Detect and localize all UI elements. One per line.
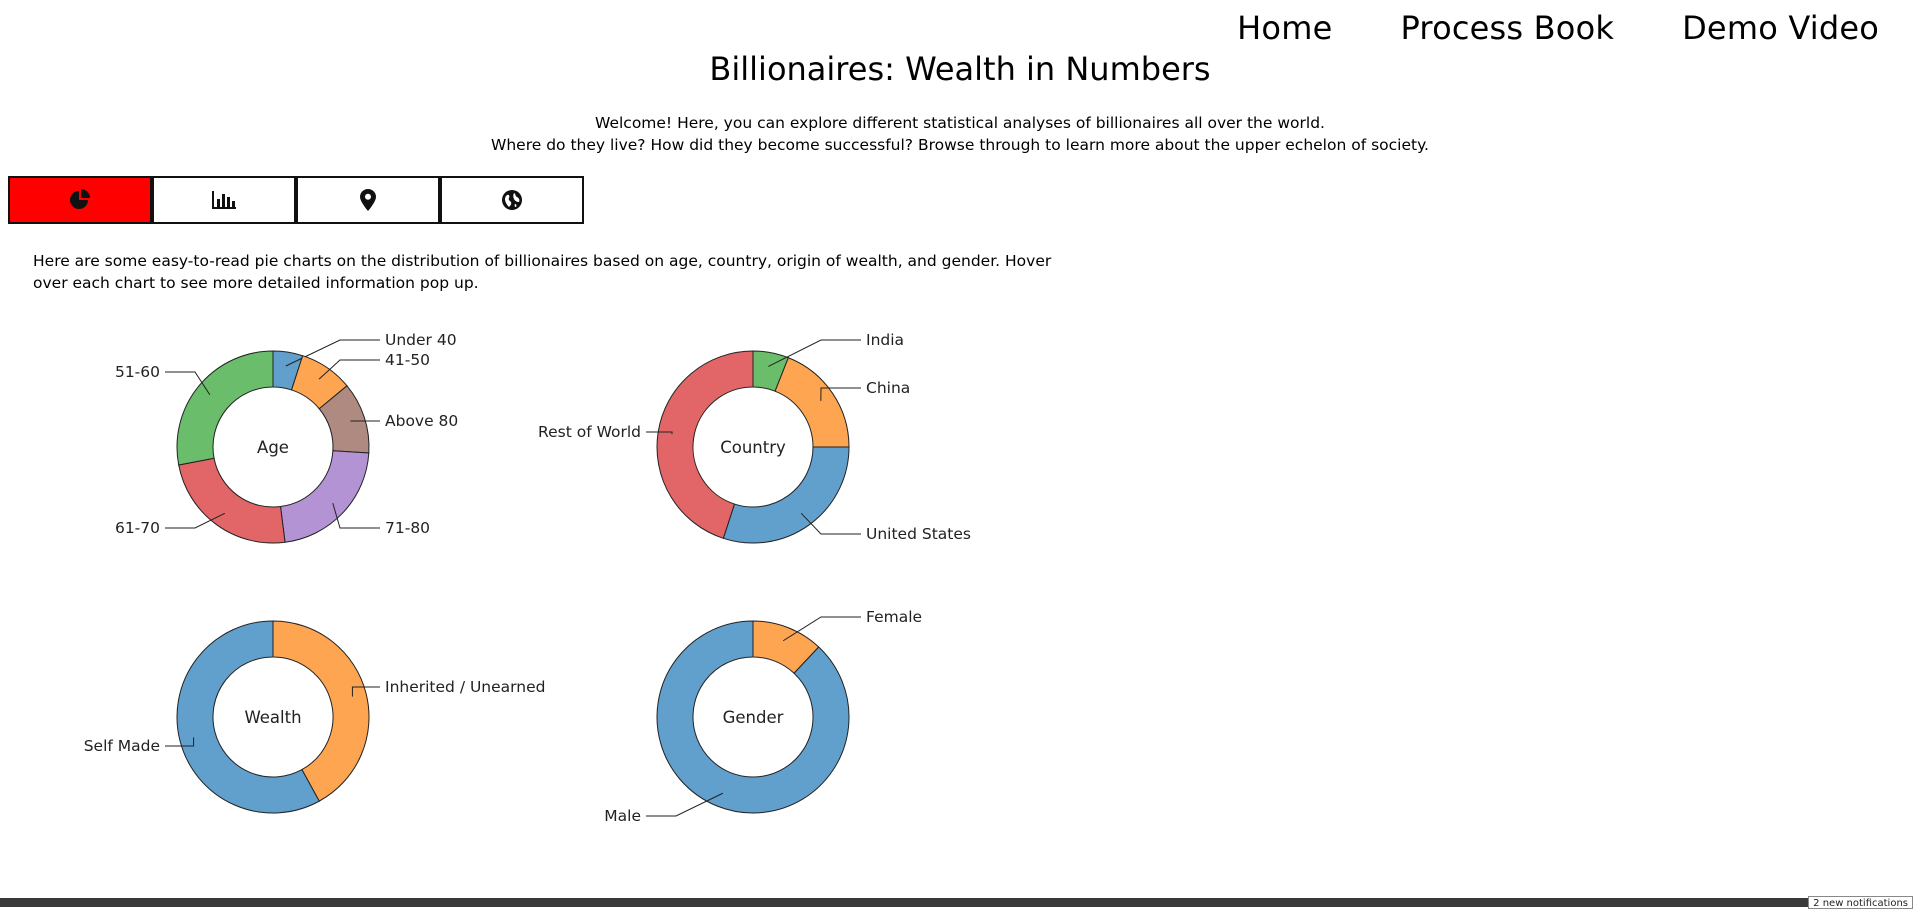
tab-bar-charts[interactable] <box>152 176 296 224</box>
leader-line-71-80 <box>332 502 380 529</box>
donut-chart-country[interactable]: India China United States Rest of World Coun… <box>538 331 971 544</box>
pie-slice-71-80[interactable] <box>279 450 370 543</box>
top-nav: Home Process Book Demo Video <box>1203 4 1913 52</box>
leader-line-united-states <box>800 512 861 535</box>
tab-pie-charts[interactable] <box>8 176 152 224</box>
center-label-age: Age <box>257 438 289 457</box>
bottom-bar <box>0 898 1913 907</box>
slice-label-united-states: United States <box>866 525 971 543</box>
intro-line-1: Welcome! Here, you can explore different… <box>595 114 1325 132</box>
leader-line-india <box>768 339 861 367</box>
leader-line-inherited-unearned <box>351 686 380 697</box>
slice-label-india: India <box>866 331 904 349</box>
slice-label-inherited-unearned: Inherited / Unearned <box>385 678 545 696</box>
notification-badge[interactable]: 2 new notifications <box>1808 896 1913 909</box>
pie-slice-inherited-unearned[interactable] <box>272 620 370 802</box>
pie-slice-united-states[interactable] <box>722 446 850 544</box>
tab-map[interactable] <box>296 176 440 224</box>
donut-chart-wealth[interactable]: Inherited / Unearned Self Made Wealth <box>84 620 546 814</box>
slice-label-rest-of-world: Rest of World <box>538 423 641 441</box>
leader-line-china <box>820 387 861 401</box>
leader-line-rest-of-world <box>646 431 673 435</box>
tab-globe[interactable] <box>440 176 584 224</box>
slice-label-41-50: 41-50 <box>385 351 430 369</box>
slice-label-china: China <box>866 379 910 397</box>
leader-line-41-50 <box>318 359 380 380</box>
pie-slice-self-made[interactable] <box>176 620 320 814</box>
donut-chart-gender[interactable]: Female Male Gender <box>604 608 922 825</box>
slice-label-above-80: Above 80 <box>385 412 458 430</box>
slice-label-under-40: Under 40 <box>385 331 457 349</box>
center-label-gender: Gender <box>723 708 784 727</box>
slice-label-male: Male <box>604 807 641 825</box>
leader-line-male <box>646 792 724 817</box>
slice-label-61-70: 61-70 <box>115 519 160 537</box>
center-label-wealth: Wealth <box>244 708 301 727</box>
pie-slice-male[interactable] <box>656 620 850 814</box>
slice-label-51-60: 51-60 <box>115 363 160 381</box>
leader-line-female <box>782 616 861 642</box>
view-tabs <box>8 176 584 224</box>
center-label-country: Country <box>720 438 786 457</box>
pie-charts-area: Under 40 41-50 Above 80 71-80 61-70 51-60 Age I… <box>84 331 971 825</box>
nav-home-link[interactable]: Home <box>1237 9 1333 47</box>
pie-slice-rest-of-world[interactable] <box>656 350 754 539</box>
globe-icon <box>502 190 522 210</box>
bar-chart-icon <box>212 191 236 209</box>
donut-chart-age[interactable]: Under 40 41-50 Above 80 71-80 61-70 51-60 Age <box>115 331 458 544</box>
intro-line-2: Where do they live? How did they become … <box>491 136 1429 154</box>
leader-line-51-60 <box>165 371 211 396</box>
leader-line-61-70 <box>165 512 226 529</box>
leader-line-above-80 <box>350 420 380 422</box>
pie-slice-51-60[interactable] <box>176 350 274 466</box>
pie-slice-china[interactable] <box>774 357 850 448</box>
leader-line-self-made <box>165 737 195 747</box>
nav-demo-video-link[interactable]: Demo Video <box>1682 9 1879 47</box>
nav-process-book-link[interactable]: Process Book <box>1400 9 1615 47</box>
map-pin-icon <box>360 189 376 211</box>
slice-label-71-80: 71-80 <box>385 519 430 537</box>
pie-charts-description: Here are some easy-to-read pie charts on… <box>33 252 1052 292</box>
pie-slice-61-70[interactable] <box>178 457 286 544</box>
page-title: Billionaires: Wealth in Numbers <box>709 50 1211 88</box>
pie-chart-icon <box>70 189 90 209</box>
slice-label-self-made: Self Made <box>84 737 160 755</box>
slice-label-female: Female <box>866 608 922 626</box>
intro-text: Welcome! Here, you can explore different… <box>0 112 1913 156</box>
